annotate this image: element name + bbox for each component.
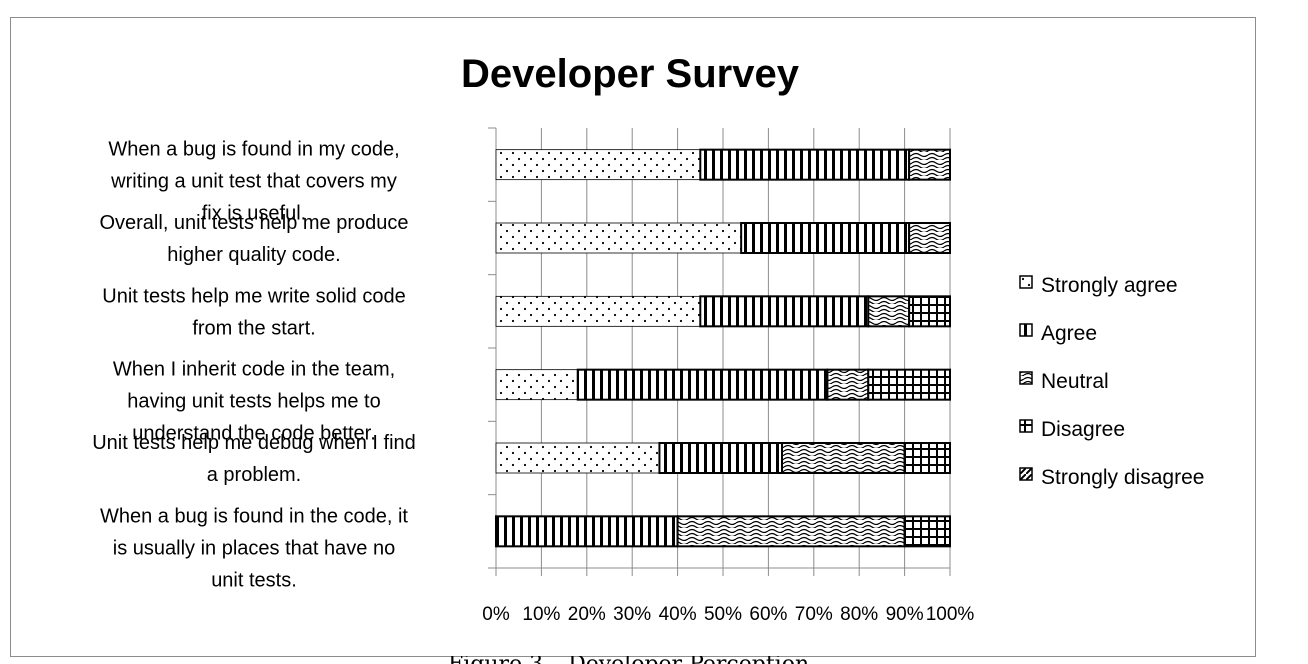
category-label-line: a problem. (207, 464, 302, 486)
bar-strongly-agree (495, 369, 579, 401)
x-tick-label: 30% (613, 604, 651, 625)
category-label-line: writing a unit test that covers my (110, 171, 397, 193)
bar-agree (699, 295, 870, 328)
bar-agree (658, 442, 784, 474)
chart-title: Developer Survey (461, 52, 800, 96)
bar-agree (740, 222, 911, 254)
category-label-line: Overall, unit tests help me produce (99, 212, 408, 234)
bar-disagree (903, 515, 951, 548)
bar-agree (495, 515, 679, 548)
category-label: When a bug is found in the code, it is us… (100, 505, 408, 591)
bars (495, 148, 952, 548)
x-tick-labels: 0% 10% 20% 30% 40% 50% 60% 70% 80% 90% 100% (482, 604, 974, 625)
x-tick-label: 50% (704, 604, 742, 625)
legend-swatch (1019, 323, 1033, 337)
category-label-line: Unit tests help me debug when I find (92, 432, 416, 454)
category-label: When a bug is found in my code, writing a… (108, 139, 399, 225)
x-tick-label: 0% (482, 604, 510, 625)
legend-swatch (1019, 275, 1033, 289)
legend-label: Disagree (1041, 418, 1125, 441)
bar-neutral (781, 442, 906, 474)
x-tick-label: 90% (886, 604, 924, 625)
legend-swatch (1019, 419, 1033, 433)
category-label: When I inherit code in the team, having u… (113, 359, 395, 445)
category-label-line: from the start. (192, 317, 315, 339)
legend-label: Strongly disagree (1041, 466, 1204, 489)
bar-neutral (676, 515, 906, 548)
x-tick-label: 10% (522, 604, 560, 625)
category-label-line: having unit tests helps me to (127, 391, 380, 413)
category-label-line: higher quality code. (167, 244, 340, 266)
gridlines (495, 128, 951, 568)
category-label-line: understand the code better. (132, 423, 376, 445)
x-tick-label: 80% (840, 604, 878, 625)
x-tick-label: 70% (795, 604, 833, 625)
bar-neutral (867, 295, 911, 328)
bar-disagree (867, 368, 952, 401)
legend-swatch (1019, 467, 1033, 481)
bar-strongly-agree (495, 149, 701, 181)
category-label-line: Unit tests help me write solid code (102, 285, 405, 307)
x-tick-label: 100% (926, 604, 975, 625)
bar-strongly-agree (495, 295, 701, 327)
legend-swatch (1019, 371, 1033, 385)
legend: Strongly agree Agree Neutral Disagree Strong… (1019, 274, 1204, 489)
category-label-line: is usually in places that have no (113, 537, 395, 559)
category-label: Unit tests help me write solid code from … (102, 285, 405, 339)
chart-frame (10, 17, 1256, 657)
bar-strongly-agree (495, 442, 660, 474)
category-label: Unit tests help me debug when I find a pr… (92, 432, 416, 486)
legend-label: Neutral (1041, 370, 1109, 393)
bar-agree (576, 368, 829, 401)
category-label: Overall, unit tests help me produce highe… (99, 212, 408, 266)
category-label-line: fix is useful. (202, 203, 306, 225)
x-tick-label: 40% (659, 604, 697, 625)
bar-strongly-agree (495, 222, 742, 254)
category-labels: When a bug is found in my code, writing a… (92, 139, 416, 592)
figure-caption: Figure 3 – Developer Perceptions (448, 656, 808, 664)
bar-disagree (908, 295, 952, 328)
x-tick-label: 20% (568, 604, 606, 625)
bar-disagree (903, 442, 951, 474)
category-label-line: When a bug is found in the code, it (100, 505, 408, 527)
category-label-line: unit tests. (211, 569, 297, 591)
category-label-line: When I inherit code in the team, (113, 359, 395, 381)
legend-label: Strongly agree (1041, 274, 1178, 297)
bar-agree (699, 148, 911, 181)
category-label-line: When a bug is found in my code, (108, 139, 399, 161)
bar-neutral (826, 368, 870, 401)
x-tick-label: 60% (749, 604, 787, 625)
legend-label: Agree (1041, 322, 1097, 345)
bar-neutral (908, 222, 952, 254)
axes (488, 127, 951, 576)
bar-neutral (908, 148, 952, 181)
